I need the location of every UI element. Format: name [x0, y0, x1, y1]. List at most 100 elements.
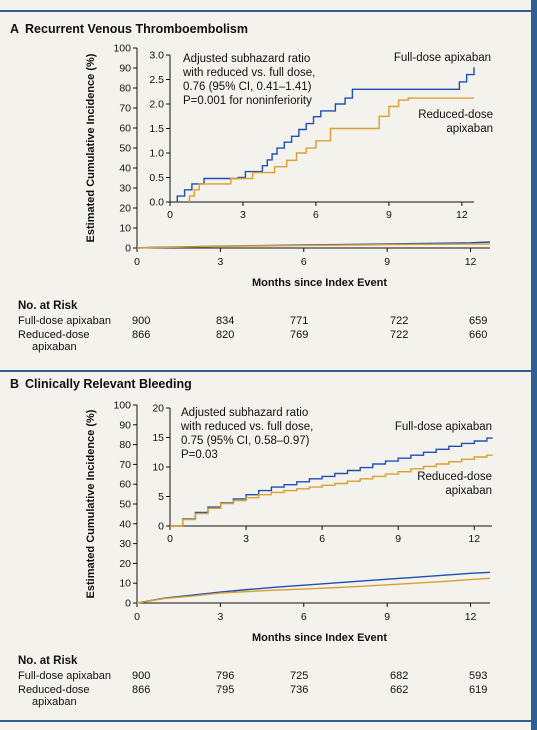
p0-inset-ytick-label: 3.0	[149, 50, 164, 62]
panel-a-risk-table: No. at Risk Full-dose apixaban 900 834 771 72…	[18, 300, 487, 355]
p1-risk-value: 619	[469, 684, 488, 696]
p0-main-ytick-label: 30	[119, 183, 131, 195]
p1-main-ytick-label: 60	[119, 479, 131, 491]
p0-risk-row: Reduced-dose apixaban 866 820 769 722 660	[18, 329, 487, 355]
p0-annotation-line: P=0.001 for noninferiority	[183, 95, 312, 107]
p0-risk-value: 659	[469, 315, 488, 327]
p1-x-axis-title: Months since Index Event	[252, 632, 387, 644]
p1-inset-xtick-label: 6	[319, 533, 325, 545]
p0-risk-row-label: Full-dose apixaban	[18, 315, 111, 327]
p0-risk-value: 660	[469, 329, 488, 341]
p1-label-reduced-dose: Reduced-dose	[417, 471, 492, 483]
p0-inset-series-reduced-dose	[188, 97, 474, 202]
p1-risk-value: 682	[390, 670, 409, 682]
p0-main-xtick-label: 9	[384, 256, 390, 268]
p1-risk-row: Full-dose apixaban 900 796 725 682 593	[18, 670, 487, 684]
p0-main-ytick-label: 50	[119, 143, 131, 155]
p0-inset-ytick-label: 0.0	[149, 197, 164, 209]
p1-risk-value: 593	[469, 670, 488, 682]
p0-main-xtick-label: 3	[217, 256, 223, 268]
p0-label-full-dose: Full-dose apixaban	[394, 52, 491, 64]
p1-main-xtick-label: 3	[217, 611, 223, 623]
p0-risk-value: 722	[390, 315, 409, 327]
p1-annotation-line: Adjusted subhazard ratio	[181, 407, 308, 419]
p0-main-series-reduced-dose	[136, 243, 490, 249]
p0-inset-xtick-label: 6	[313, 209, 319, 221]
p0-risk-value: 900	[132, 315, 151, 327]
p1-inset-ytick-label: 15	[152, 432, 164, 444]
p1-main-ytick-label: 70	[119, 459, 131, 471]
p1-main-ytick-label: 20	[119, 558, 131, 570]
p0-main-xtick-label: 12	[465, 256, 477, 268]
p1-risk-row-label: apixaban	[32, 696, 77, 708]
p1-main-ytick-label: 80	[119, 439, 131, 451]
p1-label-full-dose: Full-dose apixaban	[395, 421, 492, 433]
p0-main-ytick-label: 90	[119, 63, 131, 75]
p0-main-ytick-label: 70	[119, 103, 131, 115]
p1-main-series-reduced-dose	[136, 577, 491, 604]
p1-inset-xtick-label: 3	[243, 533, 249, 545]
p0-risk-value: 820	[216, 329, 235, 341]
panel-b-title-text: Clinically Relevant Bleeding	[25, 377, 192, 391]
p0-inset-xtick-label: 12	[456, 209, 468, 221]
p1-inset-ytick-label: 0	[158, 521, 164, 533]
p1-main-xtick-label: 9	[384, 611, 390, 623]
p1-main-ytick-label: 0	[125, 598, 131, 610]
p0-label-reduced-dose: apixaban	[446, 123, 493, 135]
p0-label-reduced-dose: Reduced-dose	[418, 109, 493, 121]
p1-inset-ytick-label: 10	[152, 462, 164, 474]
p1-risk-row: Reduced-dose apixaban 866 795 736 662 619	[18, 684, 487, 710]
p1-main-xtick-label: 6	[301, 611, 307, 623]
p1-main-ytick-label: 50	[119, 499, 131, 511]
p1-annotation-line: 0.75 (95% CI, 0.58–0.97)	[181, 435, 310, 447]
p1-main-ytick-label: 90	[119, 419, 131, 431]
p0-risk-value: 771	[290, 315, 309, 327]
p0-main-ytick-label: 80	[119, 83, 131, 95]
p0-risk-row: Full-dose apixaban 900 834 771 722 659	[18, 315, 487, 329]
p0-inset-ytick-label: 2.0	[149, 99, 164, 111]
p1-main-ytick-label: 40	[119, 518, 131, 530]
panel-b-title: B Clinically Relevant Bleeding	[10, 377, 192, 391]
panel-a-title-text: Recurrent Venous Thromboembolism	[25, 22, 248, 36]
p1-label-reduced-dose: apixaban	[445, 485, 492, 497]
panel-b-letter: B	[10, 377, 20, 391]
p0-inset-xtick-label: 0	[167, 209, 173, 221]
p0-inset-xtick-label: 9	[386, 209, 392, 221]
p0-x-axis-title: Months since Index Event	[252, 277, 387, 289]
p1-annotation-line: with reduced vs. full dose,	[180, 421, 313, 433]
p0-main-ytick-label: 0	[125, 243, 131, 255]
panel-b-top-rule	[0, 370, 531, 372]
p0-risk-row-label: Reduced-dose	[18, 329, 90, 341]
p1-risk-value: 725	[290, 670, 309, 682]
p0-inset-ytick-label: 1.0	[149, 148, 164, 160]
p0-annotation-line: 0.76 (95% CI, 0.41–1.41)	[183, 81, 312, 93]
p0-main-ytick-label: 20	[119, 203, 131, 215]
p1-risk-row-label: Full-dose apixaban	[18, 670, 111, 682]
p1-inset-xtick-label: 9	[395, 533, 401, 545]
p1-risk-value: 796	[216, 670, 235, 682]
panel-a-title: A Recurrent Venous Thromboembolism	[10, 22, 248, 36]
p1-inset-xtick-label: 12	[468, 533, 480, 545]
p1-main-xtick-label: 12	[465, 611, 477, 623]
p0-inset-ytick-label: 2.5	[149, 74, 164, 86]
p1-main-ytick-label: 30	[119, 538, 131, 550]
p0-main-ytick-label: 100	[113, 43, 131, 55]
panel-a-letter: A	[10, 22, 20, 36]
p1-risk-row-label: Reduced-dose	[18, 684, 90, 696]
p1-main-series-full-dose	[136, 571, 491, 604]
p0-main-ytick-label: 60	[119, 123, 131, 135]
p0-annotation-line: with reduced vs. full dose,	[182, 67, 315, 79]
p1-risk-title: No. at Risk	[18, 655, 78, 667]
p1-inset-series-reduced-dose	[170, 454, 493, 527]
p0-inset-xtick-label: 3	[240, 209, 246, 221]
p1-annotation-line: P=0.03	[181, 449, 218, 461]
p0-inset-series-full-dose	[176, 67, 475, 202]
p1-risk-value: 866	[132, 684, 151, 696]
p0-main-ytick-label: 40	[119, 163, 131, 175]
p0-risk-value: 769	[290, 329, 309, 341]
p0-y-axis-title: Estimated Cumulative Incidence (%)	[85, 53, 97, 242]
p1-inset-ytick-label: 5	[158, 491, 164, 503]
p1-risk-value: 795	[216, 684, 235, 696]
p1-risk-value: 900	[132, 670, 151, 682]
